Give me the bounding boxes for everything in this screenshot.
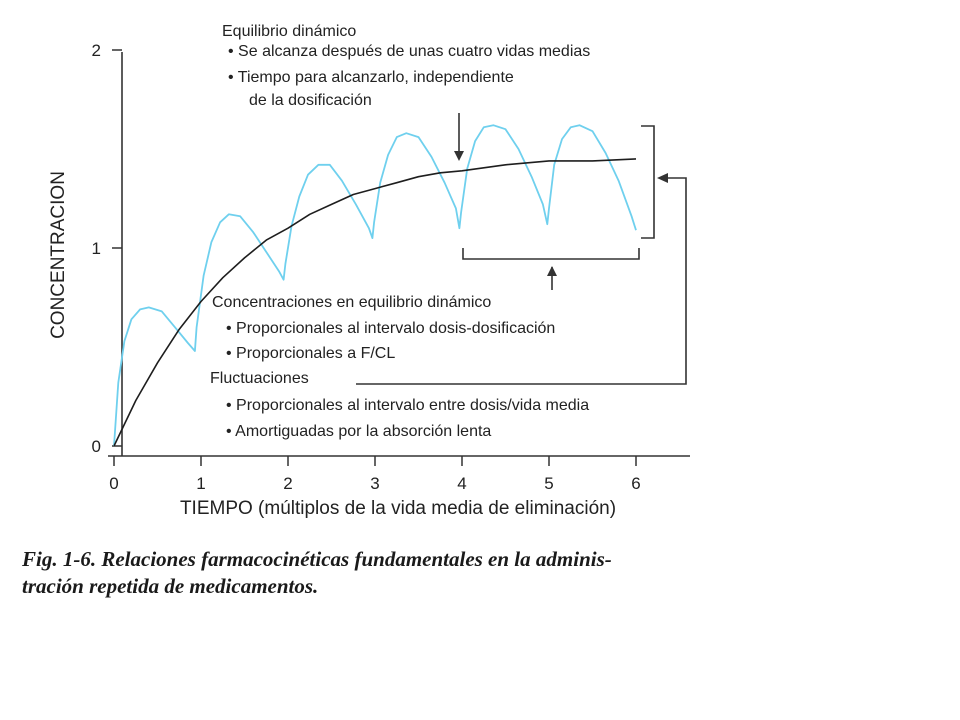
annotation-equilibrio-bullet-1: • Se alcanza después de unas cuatro vida…: [228, 43, 590, 60]
fluctuation-connector-line: [356, 177, 687, 385]
axis-ticks: 0 1 2 3 4 5 6 0 1 2: [92, 41, 641, 493]
y-tick-label: 2: [92, 41, 101, 60]
annotation-fluct-bullet-2: • Amortiguadas por la absorción lenta: [226, 423, 491, 440]
x-tick-label: 3: [370, 474, 379, 493]
annotation-conc-bullet-1: • Proporcionales al intervalo dosis-dosi…: [226, 320, 555, 337]
figure-caption-line-1: Fig. 1-6. Relaciones farmacocinéticas fu…: [21, 547, 612, 571]
fluctuation-bracket: [641, 125, 655, 239]
accumulation-curve-line: [113, 158, 637, 447]
x-tick-label: 5: [544, 474, 553, 493]
y-axis-label: CONCENTRACION: [48, 171, 69, 339]
arrowheads: [454, 151, 668, 276]
chart-axes: [108, 52, 690, 457]
steady-state-bracket: [462, 248, 640, 260]
steady-state-arrowhead: [454, 151, 464, 161]
annotation-conc-title: Concentraciones en equilibrio dinámico: [212, 294, 491, 311]
annotation-conc-bullet-2: • Proporcionales a F/CL: [226, 345, 395, 362]
annotation-equilibrio-bullet-2-cont: de la dosificación: [249, 92, 372, 109]
annotation-fluct-bullet-1: • Proporcionales al intervalo entre dosi…: [226, 397, 589, 414]
x-tick-label: 1: [196, 474, 205, 493]
y-tick-label: 1: [92, 239, 101, 258]
repeated-dose-concentration-line: [113, 124, 637, 447]
series-group: [113, 124, 637, 447]
annotation-equilibrio-bullet-2: • Tiempo para alcanzarlo, independiente: [228, 69, 514, 86]
x-tick-label: 2: [283, 474, 292, 493]
figure-caption-line-2: tración repetida de medicamentos.: [22, 574, 318, 598]
annotation-equilibrio-title: Equilibrio dinámico: [222, 23, 356, 40]
concentration-arrowhead: [547, 266, 557, 276]
x-tick-label: 4: [457, 474, 466, 493]
y-tick-label: 0: [92, 437, 101, 456]
x-tick-label: 0: [109, 474, 118, 493]
annotation-fluct-title: Fluctuaciones: [210, 370, 309, 387]
x-axis-label: TIEMPO (múltiplos de la vida media de el…: [180, 498, 616, 519]
connector-arrowhead: [657, 173, 668, 183]
x-tick-label: 6: [631, 474, 640, 493]
